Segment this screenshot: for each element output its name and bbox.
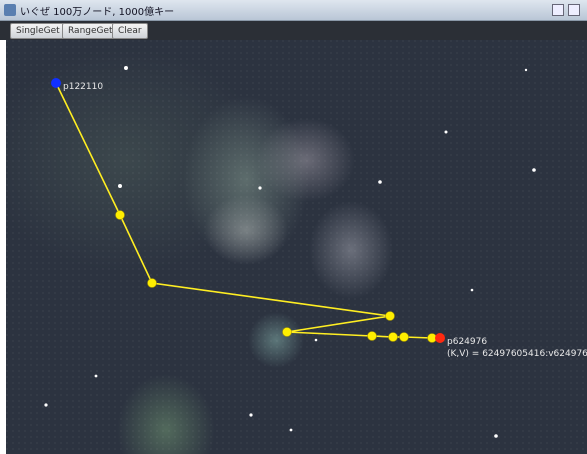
end-label: p624976 xyxy=(447,337,487,347)
route-graph: p122110 p624976 (K,V) = 62497605416:v624… xyxy=(6,40,587,454)
toolbar: SingleGet RangeGet Clear xyxy=(0,21,587,40)
network-view: p122110 p624976 (K,V) = 62497605416:v624… xyxy=(6,40,587,454)
start-label: p122110 xyxy=(63,82,103,92)
minimize-button[interactable] xyxy=(552,4,564,16)
title-bar: いぐぜ 100万ノード, 1000億キー xyxy=(0,0,587,21)
range-get-button[interactable]: RangeGet xyxy=(62,23,119,39)
result-text: (K,V) = 62497605416:v6249760541 xyxy=(447,349,587,359)
clear-button[interactable]: Clear xyxy=(112,23,148,39)
app-window: いぐぜ 100万ノード, 1000億キー SingleGet RangeGet … xyxy=(0,0,587,454)
start-node xyxy=(51,78,61,88)
single-get-button[interactable]: SingleGet xyxy=(10,23,66,39)
maximize-button[interactable] xyxy=(568,4,580,16)
node-grid xyxy=(6,40,587,454)
end-node xyxy=(435,333,445,343)
window-title: いぐぜ 100万ノード, 1000億キー xyxy=(20,3,174,18)
window-icon xyxy=(4,4,16,16)
